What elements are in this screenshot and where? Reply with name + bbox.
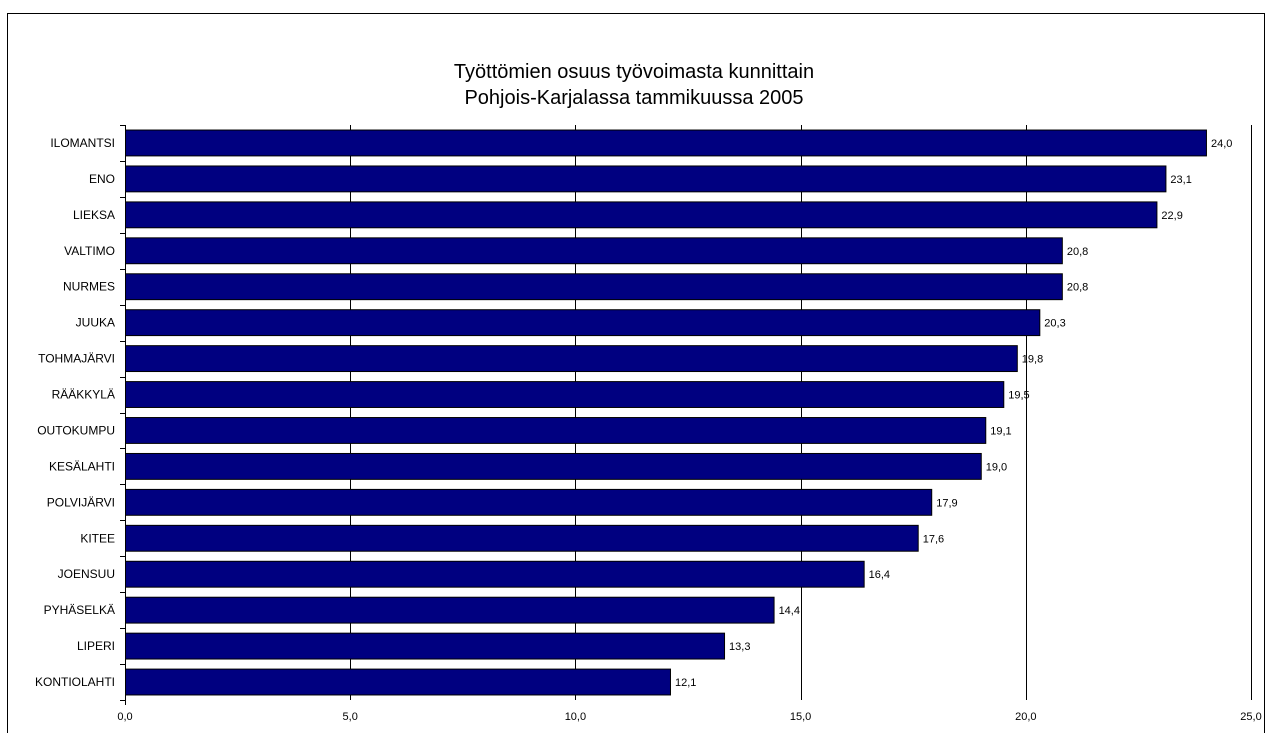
bar-kitee [125,524,919,552]
bar-kesälahti [125,452,982,480]
data-label: 17,6 [923,533,944,545]
category-label: KONTIOLAHTI [35,675,115,689]
data-label: 20,3 [1044,318,1065,330]
bar-ilomantsi [125,129,1207,157]
data-label: 17,9 [936,497,957,509]
category-label: TOHMAJÄRVI [38,352,115,366]
category-label: LIEKSA [73,208,115,222]
bar-tohmajärvi [125,345,1018,373]
data-label: 22,9 [1161,210,1182,222]
category-label: POLVIJÄRVI [47,495,115,509]
data-label: 12,1 [675,677,696,689]
data-label: 19,8 [1022,354,1043,366]
data-label: 13,3 [729,641,750,653]
data-label: 23,1 [1170,174,1191,186]
category-label: ENO [89,172,115,186]
bar-outokumpu [125,417,987,444]
chart-frame [7,13,1265,733]
bar-lieksa [125,201,1158,229]
bar-polvijärvi [125,488,933,516]
bar-kontiolahti [125,668,671,696]
chart-title-line1: Työttömien osuus työvoimasta kunnittain [453,61,815,83]
category-label: PYHÄSELKÄ [44,603,115,617]
category-label: NURMES [63,280,115,294]
category-label: OUTOKUMPU [37,423,115,437]
category-label: LIPERI [77,639,115,653]
x-tick-label: 0,0 [117,711,132,723]
bar-rääkkylä [125,381,1005,408]
data-label: 20,8 [1067,246,1088,258]
x-tick-label: 5,0 [343,711,358,723]
bar-valtimo [125,237,1063,265]
category-label: KITEE [80,531,115,545]
x-tick-label: 25,0 [1240,711,1261,723]
bar-nurmes [125,273,1063,301]
category-label: ILOMANTSI [50,136,115,150]
data-label: 14,4 [779,605,800,617]
category-label: JUUKA [76,316,115,330]
bar-pyhäselkä [125,596,775,624]
x-tick-label: 15,0 [790,711,811,723]
data-label: 24,0 [1211,138,1232,150]
category-label: JOENSUU [58,567,115,581]
bar-juuka [125,309,1041,337]
data-label: 19,5 [1008,390,1029,402]
data-label: 20,8 [1067,282,1088,294]
bar-eno [125,165,1167,193]
bar-joensuu [125,560,865,588]
x-tick-label: 20,0 [1015,711,1036,723]
data-label: 19,0 [986,461,1007,473]
category-label: VALTIMO [64,244,115,258]
chart-title-line2: Pohjois-Karjalassa tammikuussa 2005 [464,87,804,109]
data-label: 16,4 [869,569,890,581]
data-label: 19,1 [990,425,1011,437]
bar-liperi [125,632,726,660]
category-label: KESÄLAHTI [49,459,115,473]
category-label: RÄÄKKYLÄ [52,388,115,402]
x-tick-label: 10,0 [565,711,586,723]
